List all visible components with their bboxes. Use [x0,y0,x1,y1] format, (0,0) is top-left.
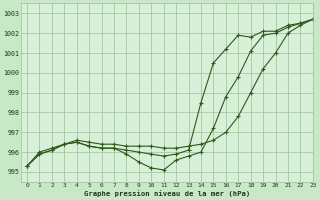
X-axis label: Graphe pression niveau de la mer (hPa): Graphe pression niveau de la mer (hPa) [84,190,250,197]
